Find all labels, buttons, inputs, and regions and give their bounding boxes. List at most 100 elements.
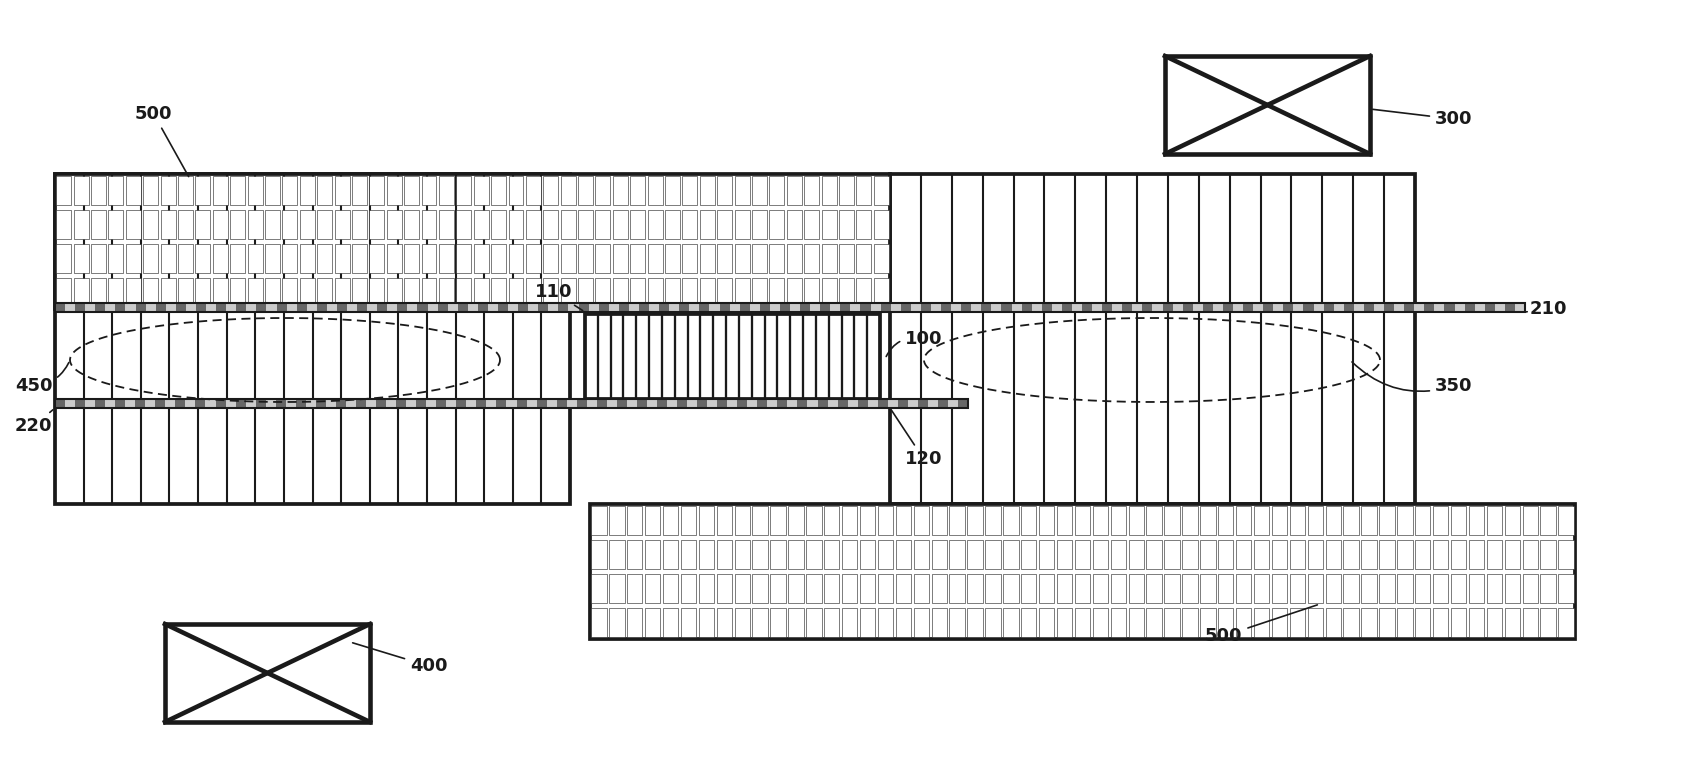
Bar: [819, 303, 830, 312]
Bar: [457, 176, 471, 206]
Bar: [972, 303, 982, 312]
Bar: [85, 303, 95, 312]
Bar: [557, 399, 567, 408]
Bar: [824, 507, 840, 536]
Bar: [178, 244, 193, 273]
Bar: [1470, 607, 1485, 636]
Bar: [821, 277, 836, 306]
Bar: [896, 507, 911, 536]
Bar: [166, 399, 176, 408]
Bar: [496, 399, 506, 408]
Bar: [105, 399, 115, 408]
Bar: [699, 507, 714, 536]
Bar: [1451, 607, 1466, 636]
Bar: [664, 507, 679, 536]
Bar: [1326, 540, 1341, 569]
Bar: [1505, 607, 1520, 636]
Bar: [752, 244, 767, 273]
Bar: [352, 176, 367, 206]
Bar: [626, 540, 642, 569]
Bar: [664, 574, 679, 603]
Bar: [213, 244, 229, 273]
Bar: [1475, 303, 1485, 312]
Bar: [718, 176, 731, 206]
Bar: [386, 176, 401, 206]
Bar: [135, 399, 146, 408]
Bar: [283, 210, 298, 239]
Bar: [1283, 303, 1293, 312]
Bar: [914, 507, 929, 536]
Bar: [1021, 607, 1036, 636]
Bar: [698, 399, 708, 408]
Bar: [1495, 303, 1505, 312]
Bar: [1031, 303, 1041, 312]
Bar: [1182, 507, 1197, 536]
Bar: [1486, 507, 1502, 536]
Bar: [266, 176, 279, 206]
Bar: [718, 399, 728, 408]
Bar: [1183, 303, 1194, 312]
Bar: [457, 277, 471, 306]
Bar: [1163, 303, 1173, 312]
Bar: [596, 399, 606, 408]
Bar: [967, 574, 982, 603]
Bar: [928, 399, 938, 408]
Bar: [1558, 607, 1574, 636]
Bar: [1432, 607, 1449, 636]
Bar: [296, 303, 306, 312]
Bar: [1212, 303, 1222, 312]
Bar: [508, 277, 523, 306]
Bar: [1243, 303, 1253, 312]
Bar: [237, 303, 245, 312]
Bar: [596, 176, 611, 206]
Bar: [283, 277, 298, 306]
Bar: [730, 303, 740, 312]
Bar: [543, 176, 559, 206]
Bar: [806, 607, 821, 636]
Bar: [735, 540, 750, 569]
Bar: [630, 210, 645, 239]
Bar: [386, 277, 401, 306]
Bar: [626, 607, 642, 636]
Bar: [386, 244, 401, 273]
Bar: [1307, 507, 1322, 536]
Bar: [1415, 507, 1431, 536]
Bar: [613, 210, 628, 239]
Bar: [664, 540, 679, 569]
Bar: [665, 244, 681, 273]
Bar: [1075, 574, 1090, 603]
Bar: [667, 399, 677, 408]
Bar: [887, 399, 897, 408]
Bar: [645, 607, 660, 636]
Bar: [317, 210, 332, 239]
Bar: [438, 277, 454, 306]
Bar: [457, 210, 471, 239]
Bar: [1173, 303, 1183, 312]
Bar: [1004, 540, 1019, 569]
Bar: [587, 399, 596, 408]
Bar: [1344, 540, 1359, 569]
Bar: [841, 507, 857, 536]
Bar: [869, 399, 877, 408]
Bar: [735, 277, 750, 306]
Bar: [438, 210, 454, 239]
Bar: [286, 303, 296, 312]
Bar: [327, 303, 337, 312]
Bar: [1271, 607, 1287, 636]
Bar: [840, 277, 853, 306]
Bar: [1307, 574, 1322, 603]
Bar: [1344, 303, 1354, 312]
Bar: [577, 176, 593, 206]
Bar: [1314, 303, 1324, 312]
Bar: [735, 607, 750, 636]
Bar: [896, 540, 911, 569]
Bar: [699, 210, 714, 239]
Bar: [645, 574, 660, 603]
Bar: [245, 399, 256, 408]
Bar: [931, 574, 946, 603]
Bar: [437, 399, 447, 408]
Bar: [1424, 303, 1434, 312]
Bar: [769, 277, 784, 306]
Bar: [1541, 540, 1556, 569]
Bar: [630, 244, 645, 273]
